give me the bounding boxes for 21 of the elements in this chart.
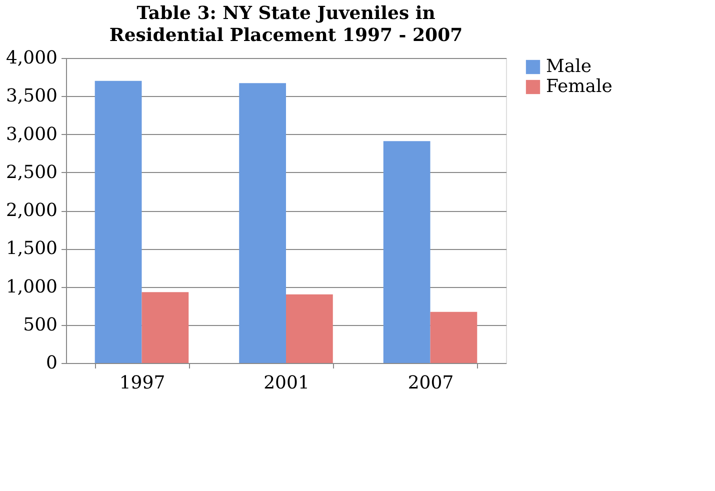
legend-label: Female <box>546 76 612 97</box>
y-tick-label: 3,000 <box>6 124 58 145</box>
bar <box>239 83 286 363</box>
y-tick-label: 1,500 <box>6 238 58 260</box>
y-tick-label: 2,000 <box>6 200 58 221</box>
y-tick-label: 1,000 <box>6 276 58 298</box>
chart-title: Table 3: NY State Juveniles in Residential Placement 1997 - 2007 <box>109 3 463 46</box>
bar <box>286 294 333 363</box>
y-tick-label: 0 <box>46 352 58 374</box>
x-tick-label: 1997 <box>119 372 166 394</box>
y-tick-label: 2,500 <box>6 162 58 183</box>
legend-label: Male <box>546 56 592 77</box>
bar <box>383 141 430 363</box>
y-tick-label: 500 <box>23 314 58 336</box>
bar <box>142 292 189 363</box>
x-tick-label: 2007 <box>408 372 454 394</box>
bar <box>94 80 142 363</box>
x-tick-label: 2001 <box>264 372 310 394</box>
y-tick-label: 4,000 <box>6 48 58 68</box>
y-tick-label: 3,500 <box>6 86 58 107</box>
bar <box>430 312 478 363</box>
